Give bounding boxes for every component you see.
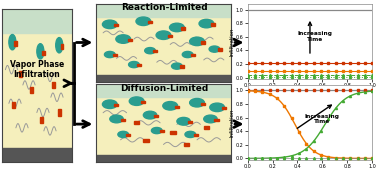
Bar [187, 121, 192, 123]
Bar [148, 21, 152, 23]
Bar [58, 109, 60, 116]
Circle shape [209, 46, 220, 52]
Circle shape [210, 103, 225, 112]
Circle shape [152, 128, 162, 134]
Y-axis label: Infiltration: Infiltration [229, 27, 235, 56]
Bar [61, 44, 64, 49]
Bar [180, 65, 184, 68]
Circle shape [163, 101, 178, 110]
Circle shape [143, 111, 157, 119]
Bar [113, 54, 117, 56]
Text: Reaction-Limited: Reaction-Limited [121, 3, 208, 12]
Bar [204, 126, 209, 129]
Circle shape [172, 63, 182, 69]
Bar [96, 75, 231, 82]
Circle shape [199, 19, 214, 28]
Bar [175, 106, 179, 108]
Circle shape [9, 35, 16, 50]
Bar [170, 131, 175, 134]
Bar [96, 84, 231, 97]
Bar [12, 102, 15, 108]
Bar [201, 103, 206, 105]
Bar [134, 121, 139, 124]
Bar [218, 48, 222, 51]
Circle shape [110, 115, 123, 123]
Bar [96, 155, 231, 162]
Bar [114, 24, 118, 27]
Bar [154, 115, 158, 117]
Bar [19, 71, 22, 77]
Bar [30, 87, 33, 93]
Circle shape [116, 35, 131, 43]
Bar [160, 130, 164, 132]
Circle shape [102, 100, 117, 108]
Bar [52, 82, 55, 88]
Bar [2, 8, 72, 33]
X-axis label: Fractional Depth: Fractional Depth [287, 89, 333, 94]
Circle shape [182, 52, 193, 58]
Bar [40, 117, 43, 123]
Circle shape [104, 52, 115, 58]
Circle shape [37, 44, 44, 59]
Bar [141, 101, 145, 103]
Circle shape [56, 38, 63, 53]
Bar [153, 50, 157, 52]
Text: Vapor Phase
Infiltration: Vapor Phase Infiltration [10, 60, 64, 79]
Bar [127, 134, 130, 136]
Bar [137, 64, 141, 66]
Bar [184, 143, 189, 146]
Circle shape [129, 97, 144, 105]
Bar [14, 41, 17, 46]
Circle shape [204, 115, 217, 123]
Circle shape [177, 117, 190, 125]
Bar [222, 107, 226, 109]
Bar [143, 139, 149, 142]
Circle shape [118, 131, 129, 138]
Bar [191, 54, 195, 56]
Bar [211, 23, 215, 26]
Circle shape [136, 17, 151, 26]
Bar [201, 41, 206, 44]
Bar [114, 104, 118, 106]
Circle shape [129, 62, 139, 68]
Circle shape [102, 20, 117, 29]
Text: Increasing
Time: Increasing Time [297, 31, 332, 42]
Bar [128, 39, 132, 41]
Bar [181, 27, 185, 30]
Bar [194, 134, 198, 136]
Bar [42, 51, 45, 55]
Bar [2, 148, 72, 161]
Circle shape [145, 48, 155, 54]
Bar [96, 4, 231, 17]
Circle shape [156, 31, 171, 39]
Circle shape [185, 131, 196, 138]
Text: Increasing
Time: Increasing Time [305, 114, 340, 124]
Text: Diffusion-Limited: Diffusion-Limited [120, 84, 209, 93]
Circle shape [190, 37, 204, 46]
Y-axis label: Infiltration: Infiltration [229, 108, 235, 137]
Circle shape [169, 23, 184, 32]
Circle shape [190, 98, 204, 107]
Bar [168, 35, 172, 37]
Bar [214, 118, 218, 121]
Bar [121, 118, 125, 121]
